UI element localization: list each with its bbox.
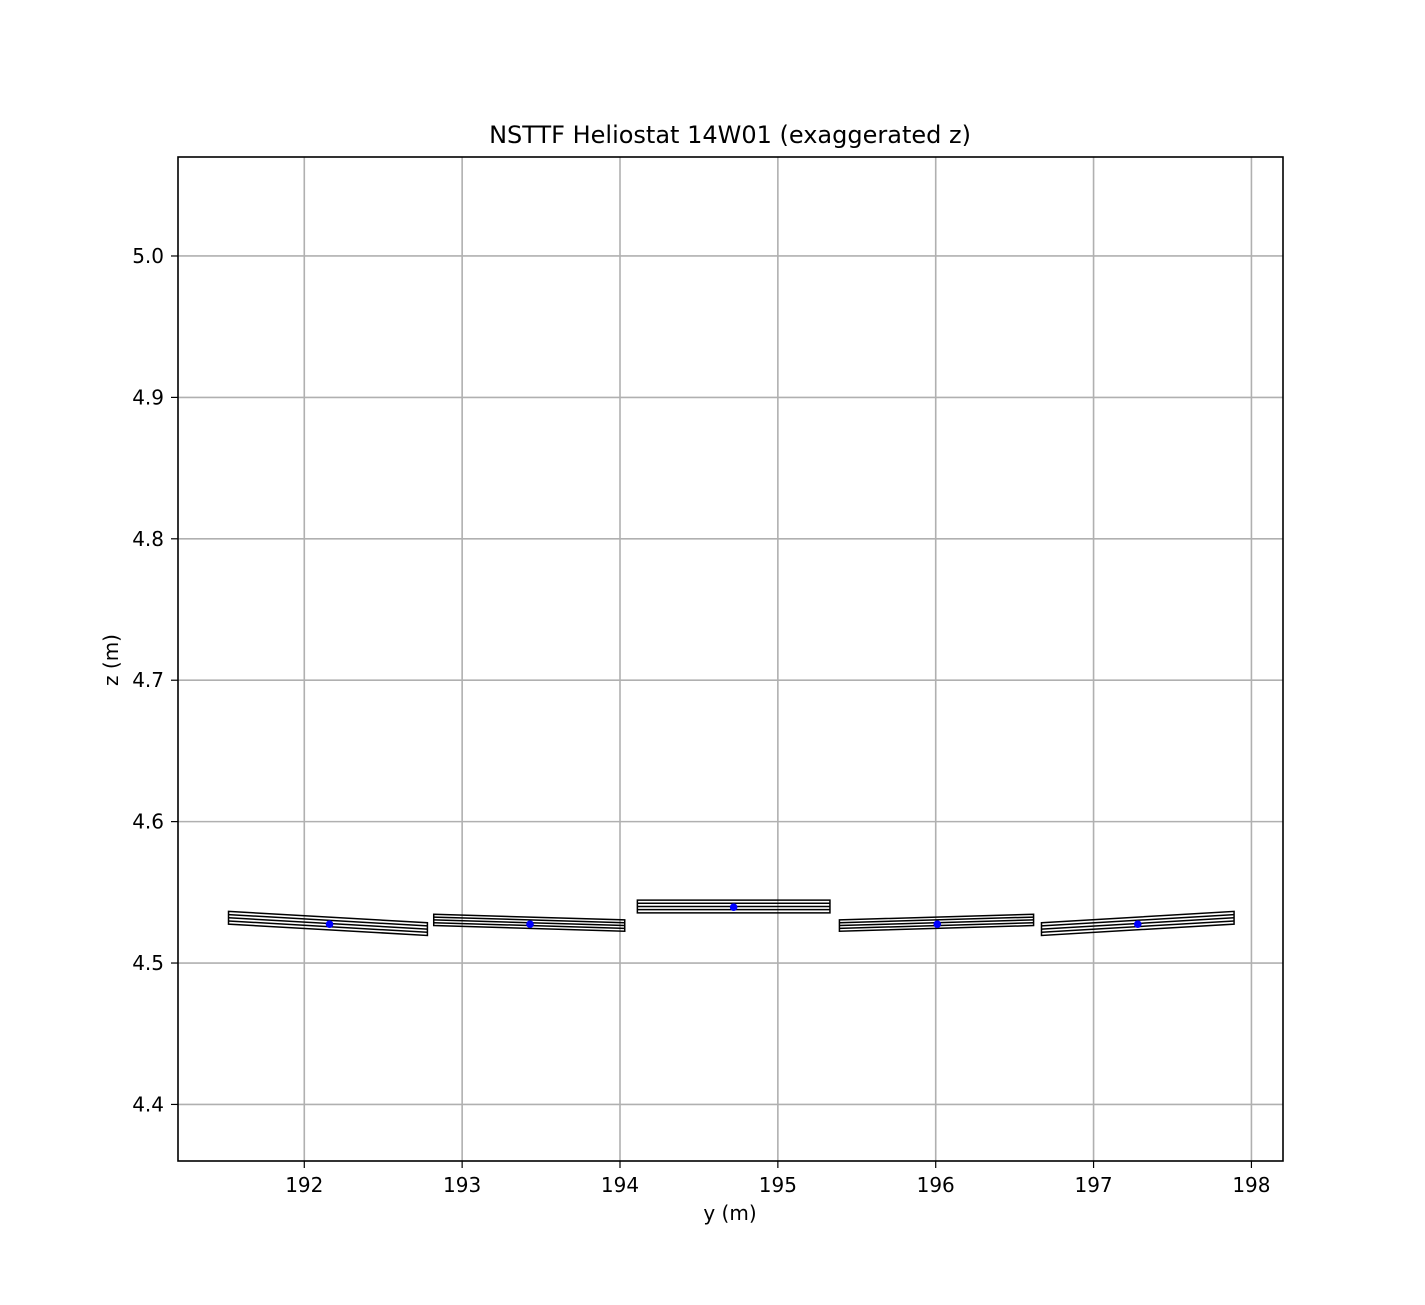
x-axis-ticks: 192 193 194 195 196 197 198 [285,1161,1271,1197]
facet-inner-line [433,916,625,924]
x-tick-label: 194 [601,1173,639,1197]
y-tick-label: 4.9 [132,385,164,409]
y-tick-label: 4.5 [132,951,164,975]
centroids-layer [325,903,1142,928]
facet-inner-line [228,913,428,927]
facet-centroid [325,920,334,928]
y-tick-label: 4.4 [132,1092,164,1116]
x-tick-label: 195 [759,1173,797,1197]
grid-lines [178,157,1283,1161]
facet-inner-line [839,916,1034,924]
x-tick-label: 196 [917,1173,955,1197]
facet-outline [1040,910,1235,937]
plot-frame [177,156,1284,1162]
x-axis-label: y (m) [703,1201,756,1225]
facet-inner-line [1041,913,1235,927]
y-axis-ticks: 4.4 4.5 4.6 4.7 4.8 4.9 5.0 [132,244,178,1116]
facet-outline [432,913,626,932]
facet-outline [227,910,429,937]
facet-centroid [933,920,942,928]
x-tick-label: 197 [1074,1173,1112,1197]
y-axis-label: z (m) [99,634,123,686]
y-tick-label: 4.7 [132,668,164,692]
x-tick-label: 193 [443,1173,481,1197]
x-tick-label: 198 [1232,1173,1270,1197]
facet-centroid [729,903,738,911]
facet-centroid [526,920,534,928]
facet-outline [636,899,831,914]
y-tick-label: 4.6 [132,810,164,834]
y-tick-label: 4.8 [132,527,164,551]
x-tick-label: 192 [285,1173,323,1197]
facet-centroid [1133,920,1142,928]
facet-outline [838,913,1035,932]
chart-title: NSTTF Heliostat 14W01 (exaggerated z) [489,121,971,149]
y-tick-label: 5.0 [132,244,164,268]
